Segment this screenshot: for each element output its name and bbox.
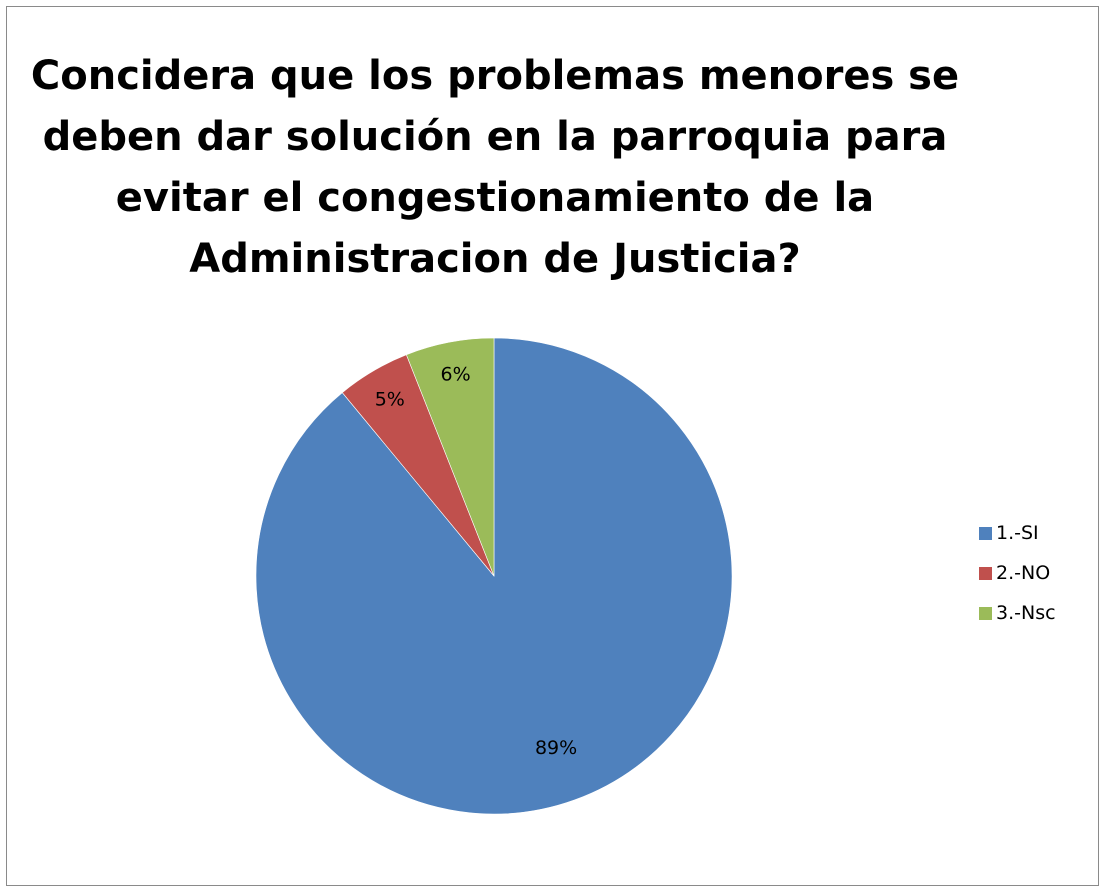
chart-title-line: Administracion de Justicia?	[189, 236, 801, 282]
legend-swatch-no	[979, 566, 992, 580]
chart-title-line: Concidera que los problemas menores se	[30, 53, 960, 99]
data-label-nsc: 6%	[441, 363, 471, 385]
chart-title-line: deben dar solución en la parroquia para	[42, 114, 948, 160]
legend-item-no[interactable]: 2.-NO	[979, 553, 1056, 593]
data-label-no: 5%	[375, 388, 405, 410]
chart-title-line: evitar el congestionamiento de la	[115, 175, 875, 221]
legend-label-no: 2.-NO	[996, 562, 1051, 584]
legend-swatch-nsc	[979, 606, 992, 620]
chart-title: Concidera que los problemas menores se d…	[0, 46, 990, 290]
legend: 1.-SI 2.-NO 3.-Nsc	[979, 513, 1056, 633]
data-label-si: 89%	[535, 737, 577, 759]
legend-label-si: 1.-SI	[996, 522, 1039, 544]
legend-item-nsc[interactable]: 3.-Nsc	[979, 593, 1056, 633]
pie-slice-nsc[interactable]	[406, 337, 495, 577]
legend-swatch-si	[979, 526, 992, 540]
pie-data-labels: 89% 5% 6%	[375, 363, 577, 759]
legend-item-si[interactable]: 1.-SI	[979, 513, 1056, 553]
legend-label-nsc: 3.-Nsc	[996, 602, 1056, 624]
pie-slices	[255, 337, 733, 815]
